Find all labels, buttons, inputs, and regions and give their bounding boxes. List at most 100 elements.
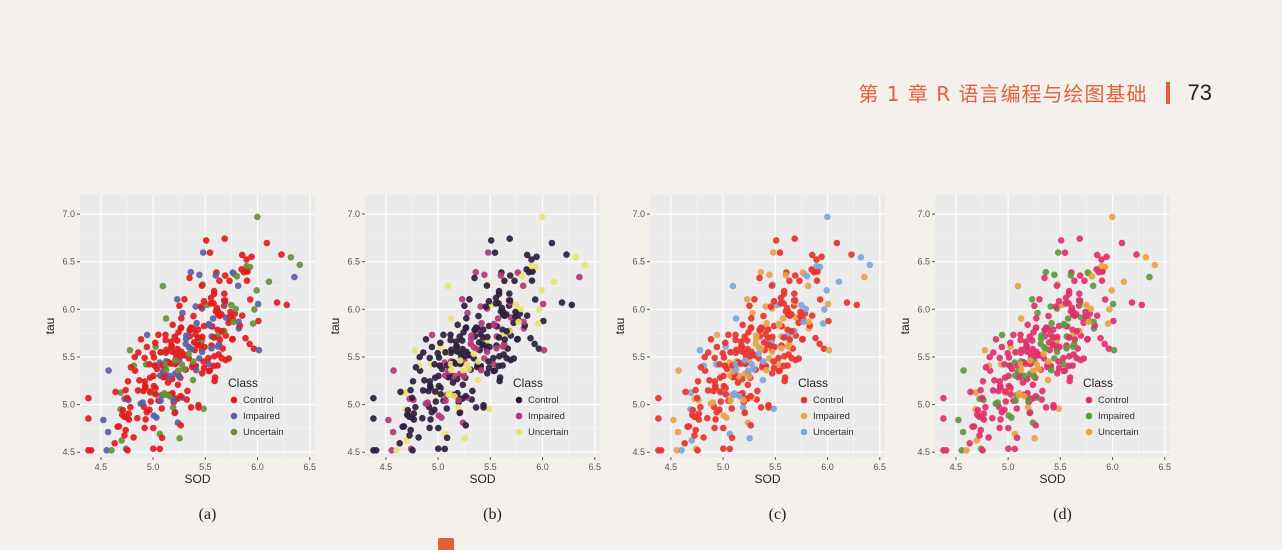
- chapter-title: 第 1 章 R 语言编程与绘图基础: [858, 82, 1148, 106]
- data-point-impaired: [1005, 412, 1012, 419]
- legend-key: [515, 428, 523, 436]
- legend-entry: Impaired: [813, 411, 850, 422]
- data-point-control: [1093, 266, 1100, 273]
- legend-title: Class: [228, 376, 258, 390]
- data-point-impaired: [709, 399, 716, 406]
- data-point-impaired: [519, 282, 527, 290]
- data-point-uncertain: [470, 350, 477, 358]
- data-point-control: [1036, 296, 1043, 303]
- data-point-impaired: [235, 318, 242, 326]
- data-point-control: [503, 328, 510, 335]
- data-point-control: [563, 251, 570, 258]
- data-point-impaired: [1064, 315, 1072, 322]
- data-point-uncertain: [515, 318, 522, 326]
- legend-title: Class: [798, 376, 828, 390]
- data-point-control: [501, 277, 508, 285]
- data-point-control: [1065, 290, 1073, 298]
- data-point-control: [977, 426, 984, 434]
- data-point-control: [813, 277, 821, 284]
- data-point-control: [770, 297, 778, 305]
- data-point-uncertain: [1104, 320, 1112, 327]
- data-point-uncertain: [800, 318, 807, 326]
- data-point-control: [777, 300, 785, 307]
- legend-key: [800, 396, 808, 404]
- data-point-control: [246, 340, 253, 348]
- data-point-impaired: [255, 346, 263, 354]
- data-point-impaired: [762, 303, 769, 310]
- data-point-impaired: [143, 331, 151, 339]
- data-point-control: [1011, 445, 1019, 453]
- data-point-control: [982, 364, 990, 371]
- data-point-impaired: [484, 249, 492, 256]
- data-point-control: [482, 303, 490, 310]
- data-point-control: [456, 333, 463, 340]
- data-point-control: [248, 253, 255, 261]
- data-point-uncertain: [460, 367, 467, 374]
- data-point-uncertain: [821, 306, 828, 313]
- data-point-control: [186, 274, 193, 282]
- data-point-control: [415, 434, 422, 441]
- data-point-control: [940, 415, 947, 422]
- data-point-control: [111, 440, 118, 447]
- y-tick-label: 7.0: [62, 209, 75, 219]
- x-tick-label: 6.5: [874, 462, 887, 472]
- data-point-control: [548, 239, 556, 247]
- data-point-uncertain: [746, 435, 753, 442]
- data-point-uncertain: [1151, 261, 1159, 269]
- data-point-impaired: [442, 397, 449, 404]
- data-point-control: [496, 353, 503, 360]
- data-point-control: [998, 408, 1006, 416]
- data-point-control: [419, 414, 426, 422]
- data-point-uncertain: [1017, 366, 1025, 374]
- data-point-impaired: [467, 335, 475, 343]
- data-point-control: [436, 362, 444, 370]
- data-point-control: [211, 374, 219, 381]
- data-point-control: [150, 424, 157, 432]
- data-point-impaired: [192, 366, 200, 374]
- y-tick-label: 5.0: [632, 400, 645, 410]
- data-point-control: [246, 296, 254, 303]
- data-point-control: [141, 424, 148, 432]
- data-point-control: [397, 388, 404, 396]
- data-point-uncertain: [1088, 273, 1096, 280]
- data-point-control: [146, 374, 154, 381]
- data-point-control: [1062, 300, 1070, 307]
- data-point-control: [732, 336, 739, 344]
- data-point-control: [722, 339, 729, 347]
- x-tick-label: 5.5: [1054, 462, 1067, 472]
- data-point-impaired: [196, 271, 203, 279]
- legend-key: [230, 428, 238, 436]
- data-point-control: [1023, 342, 1030, 350]
- data-point-control: [227, 313, 234, 320]
- data-point-control: [535, 345, 543, 352]
- data-point-control: [797, 313, 804, 320]
- data-point-control: [1032, 422, 1040, 429]
- data-point-impaired: [960, 367, 967, 374]
- data-point-impaired: [675, 367, 682, 374]
- data-point-control: [443, 434, 451, 442]
- data-point-uncertain: [536, 306, 543, 313]
- data-point-control: [462, 324, 470, 332]
- data-point-control: [243, 256, 250, 263]
- data-point-control: [226, 277, 233, 285]
- data-point-uncertain: [162, 366, 170, 374]
- legend-key: [1085, 428, 1093, 436]
- data-point-control: [523, 266, 530, 273]
- data-point-impaired: [1060, 320, 1068, 328]
- data-point-control: [124, 378, 132, 385]
- data-point-control: [453, 342, 460, 350]
- data-point-control: [528, 277, 536, 284]
- data-point-uncertain: [444, 282, 452, 290]
- data-point-impaired: [103, 447, 110, 454]
- data-point-impaired: [670, 416, 677, 424]
- data-point-control: [155, 331, 162, 339]
- data-point-impaired: [1110, 346, 1118, 354]
- data-point-impaired: [540, 346, 548, 354]
- data-point-uncertain: [745, 367, 752, 374]
- legend-entry: Uncertain: [243, 427, 284, 438]
- data-point-impaired: [481, 271, 488, 279]
- data-point-uncertain: [819, 320, 827, 327]
- data-point-control: [435, 445, 442, 452]
- data-point-control: [989, 387, 997, 394]
- data-point-control: [420, 349, 427, 356]
